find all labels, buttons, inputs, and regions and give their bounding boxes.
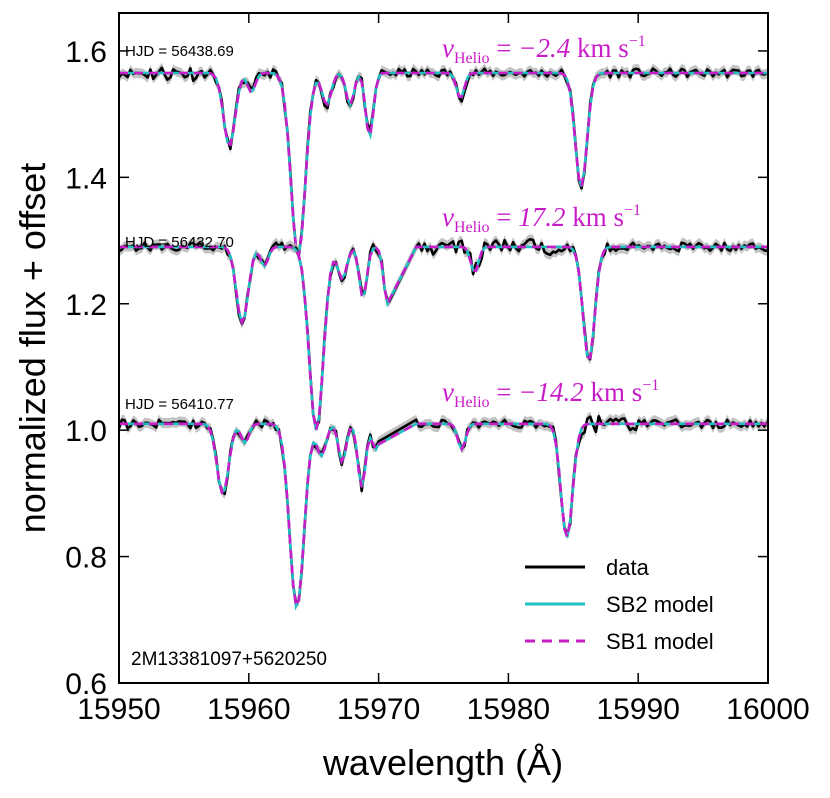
velocity-label-1: vHelio = 17.2 km s−1 (442, 202, 641, 236)
x-tick-label-2: 15970 (337, 693, 420, 726)
velocity-symbol: v (442, 33, 454, 63)
y-tick-label-0: 0.6 (65, 668, 107, 701)
hjd-label-2: HJD = 56410.77 (125, 396, 234, 413)
velocity-equals: = (490, 377, 519, 407)
x-tick-label-3: 15980 (467, 693, 550, 726)
velocity-exponent: −1 (629, 33, 646, 50)
hjd-label-0: HJD = 56438.69 (125, 43, 234, 60)
velocity-equals: = (490, 33, 519, 63)
velocity-unit: km s (566, 202, 625, 232)
x-tick-label-1: 15960 (207, 693, 290, 726)
x-tick-label-5: 16000 (726, 693, 809, 726)
velocity-value: −2.4 (518, 33, 570, 63)
y-tick-label-5: 1.6 (65, 36, 107, 69)
hjd-label-1: HJD = 56432.70 (125, 234, 234, 251)
series-layer (117, 62, 769, 611)
velocity-value: −14.2 (518, 377, 583, 407)
velocity-equals: = (490, 202, 519, 232)
x-tick-label-4: 15990 (596, 693, 679, 726)
legend-label-sb1: SB1 model (606, 629, 714, 654)
y-tick-label-3: 1.2 (65, 289, 107, 322)
velocity-subscript: Helio (454, 50, 490, 67)
sb1-model-line-1 (119, 245, 768, 431)
velocity-value: 17.2 (518, 202, 565, 232)
y-tick-label-2: 1.0 (65, 415, 107, 448)
x-tick-label-0: 15950 (77, 693, 160, 726)
legend-label-data: data (606, 555, 650, 580)
velocity-unit: km s (570, 33, 629, 63)
velocity-subscript: Helio (454, 394, 490, 411)
legend: data SB2 model SB1 model (525, 555, 714, 654)
velocity-exponent: −1 (624, 202, 641, 219)
star-id-label: 2M13381097+5620250 (131, 649, 327, 670)
velocity-label-2: vHelio = −14.2 km s−1 (442, 377, 659, 411)
velocity-symbol: v (442, 202, 454, 232)
velocity-symbol: v (442, 377, 454, 407)
velocity-label-0: vHelio = −2.4 km s−1 (442, 33, 646, 67)
error-band-2-0 (119, 414, 379, 609)
legend-label-sb2: SB2 model (606, 592, 714, 617)
velocity-subscript: Helio (454, 219, 490, 236)
velocity-exponent: −1 (642, 377, 659, 394)
sb1-model-line-2 (119, 422, 768, 611)
velocity-unit: km s (584, 377, 643, 407)
y-tick-label-1: 0.8 (65, 542, 107, 575)
y-axis-title: normalized flux + offset (12, 163, 53, 534)
y-tick-label-4: 1.4 (65, 162, 107, 195)
x-axis-title: wavelength (Å) (322, 742, 563, 783)
sb1-model-line-0 (119, 71, 768, 260)
ticks-layer: 15950 15960 15970 15980 15990 16000 0.6 0.8 1.0 1… (65, 13, 810, 726)
data-line-2 (117, 415, 769, 605)
plot-frame (118, 12, 769, 684)
